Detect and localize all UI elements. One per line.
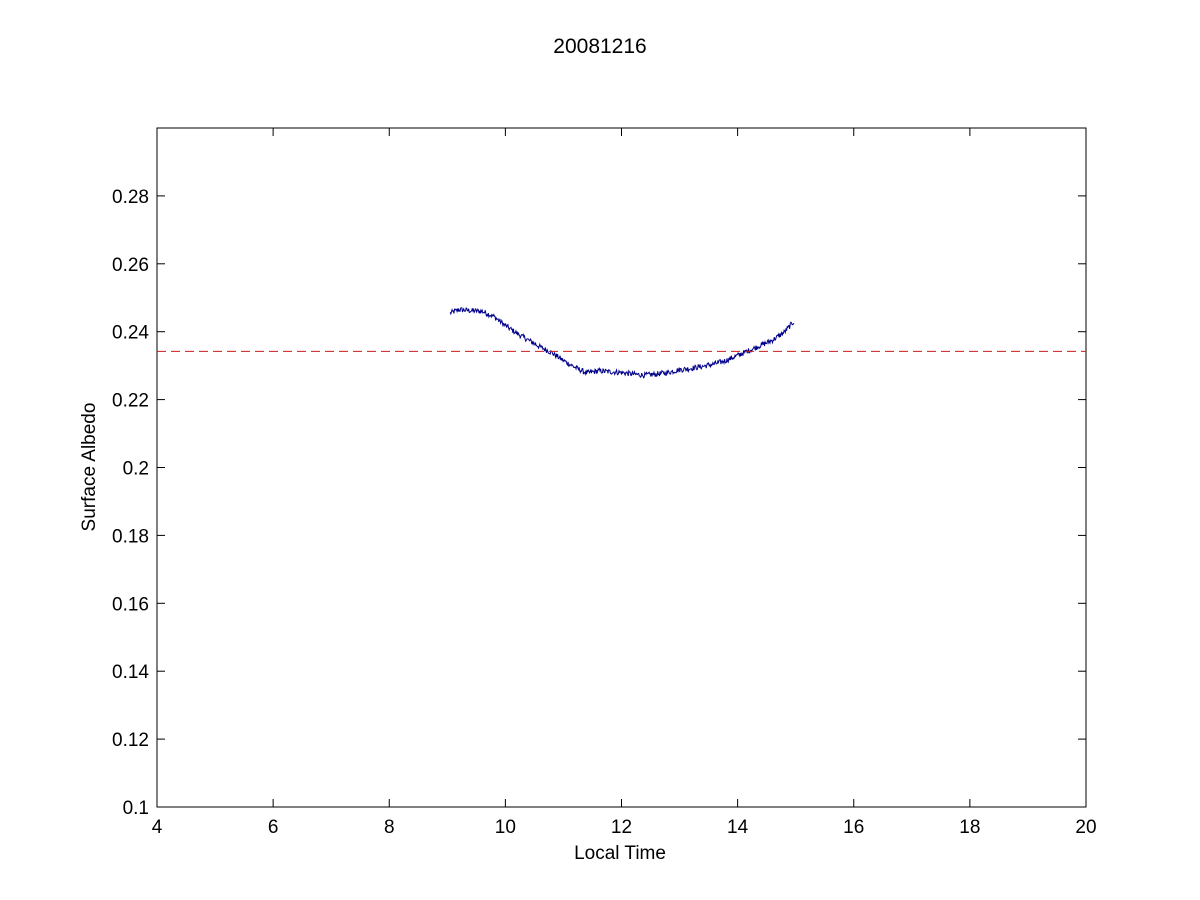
x-tick-label: 10: [495, 817, 516, 838]
y-tick-label: 0.18: [112, 526, 149, 547]
y-tick-label: 0.14: [112, 662, 149, 683]
y-tick-label: 0.2: [123, 459, 149, 480]
x-tick-label: 18: [959, 817, 980, 838]
x-axis-label: Local Time: [574, 843, 666, 864]
x-tick-label: 4: [152, 817, 163, 838]
series-layer: [157, 307, 1086, 379]
x-tick-label: 14: [727, 817, 749, 838]
y-tick-label: 0.24: [112, 323, 149, 344]
x-tick-label: 20: [1075, 817, 1096, 838]
x-tick-label: 16: [843, 817, 864, 838]
chart-title: 20081216: [553, 35, 646, 58]
y-axis-label: Surface Albedo: [79, 403, 100, 532]
y-tick-label: 0.16: [112, 594, 149, 615]
x-tick-label: 8: [384, 817, 395, 838]
x-tick-label: 6: [268, 817, 279, 838]
y-tick-labels: 0.1 0.12 0.14 0.16 0.18 0.2 0.22 0.24 0.26 0.28: [112, 187, 149, 819]
y-tick-label: 0.22: [112, 391, 149, 412]
x-tick-labels: 4 6 8 10 12 14 16 18 20: [152, 817, 1097, 838]
y-tick-label: 0.1: [123, 798, 149, 819]
albedo-series-line: [449, 307, 795, 379]
y-tick-label: 0.28: [112, 187, 149, 208]
y-tick-label: 0.12: [112, 730, 149, 751]
axis-ticks: [156, 128, 1087, 808]
plot-area-frame: [156, 127, 1087, 808]
y-tick-label: 0.26: [112, 255, 149, 276]
x-tick-label: 12: [611, 817, 632, 838]
